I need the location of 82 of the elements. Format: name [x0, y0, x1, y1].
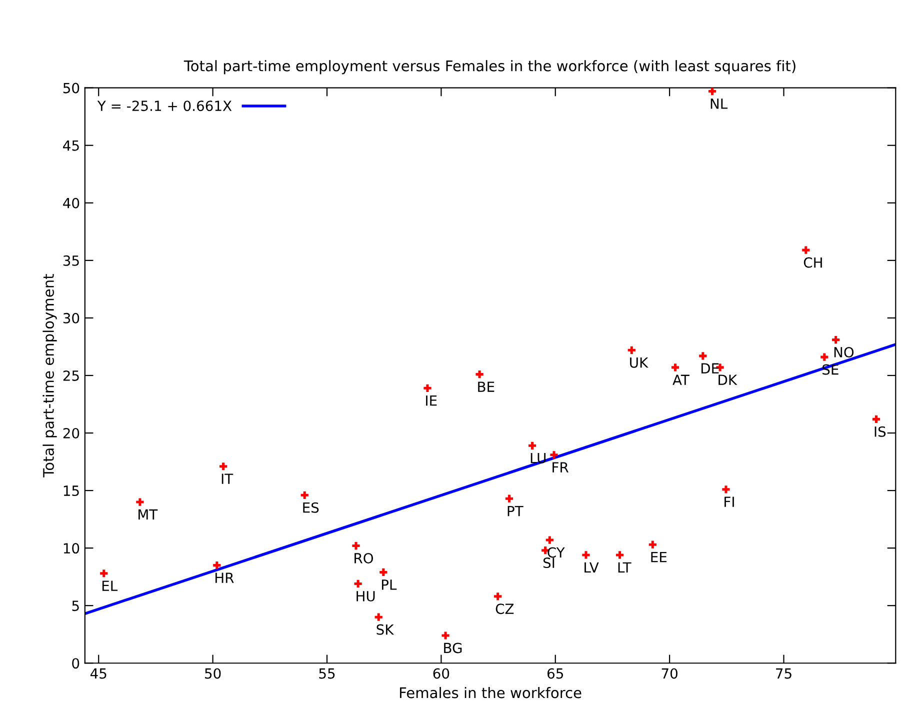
legend-label: Y = -25.1 + 0.661X	[97, 100, 232, 112]
point	[628, 346, 636, 354]
point	[136, 498, 144, 506]
y-tick-label: 15	[64, 486, 79, 496]
y-tick-label: 25	[63, 370, 79, 381]
annotation: LT	[618, 562, 632, 572]
y-tick-label: 0	[72, 658, 80, 669]
point	[616, 551, 624, 559]
annotation: IE	[426, 396, 437, 406]
y-tick-label: 50	[63, 82, 80, 94]
annotation: SK	[376, 624, 394, 635]
point	[550, 451, 558, 459]
point	[648, 540, 656, 548]
x-tick-label: 60	[433, 668, 450, 679]
y-tick-label: 30	[63, 312, 80, 324]
point	[213, 562, 221, 570]
x-tick-label: 55	[319, 668, 335, 679]
point	[546, 536, 554, 544]
annotation: PT	[508, 506, 524, 516]
point	[374, 613, 382, 621]
chart-title: Total part-time employment versus Females in the workforce (with least squares fit)	[184, 60, 796, 74]
point	[802, 246, 810, 254]
annotation: CH	[804, 257, 822, 268]
x-tick-label: 70	[662, 668, 678, 679]
annotation: ES	[303, 502, 319, 513]
annotation: FI	[724, 496, 734, 507]
point	[494, 592, 502, 600]
y-tick-label: 10	[64, 543, 80, 554]
point	[872, 415, 880, 424]
x-tick-label: 50	[205, 668, 221, 679]
annotation: PL	[382, 580, 397, 590]
point	[582, 551, 590, 559]
x-tick-label: 45	[90, 668, 106, 679]
annotation: SE	[822, 364, 838, 375]
point	[220, 462, 228, 470]
point	[699, 352, 707, 360]
point	[708, 88, 716, 96]
y-axis-title: Total part-time employment	[42, 274, 57, 478]
point	[442, 632, 450, 640]
annotation: RO	[354, 552, 374, 564]
annotation: LU	[530, 453, 546, 464]
annotation: HR	[215, 572, 234, 583]
point	[476, 370, 484, 378]
annotation: BE	[478, 382, 494, 392]
point	[832, 336, 840, 344]
annotation: CY	[548, 547, 565, 558]
annotation: LV	[584, 562, 599, 572]
annotation: DK	[718, 374, 738, 385]
annotation: NL	[710, 98, 728, 109]
annotation: IS	[874, 426, 886, 437]
point	[100, 570, 108, 578]
y-tick-label: 5	[72, 600, 79, 612]
annotation: BG	[444, 642, 462, 654]
point	[528, 442, 536, 450]
annotation: IT	[222, 474, 234, 484]
point	[424, 384, 432, 392]
annotation: SI	[543, 558, 554, 568]
point	[300, 491, 308, 499]
annotation: HU	[356, 591, 375, 602]
point	[354, 580, 362, 588]
point	[820, 353, 828, 361]
point	[722, 486, 730, 494]
annotation: NO	[834, 347, 854, 358]
point	[671, 364, 680, 372]
point	[505, 494, 514, 502]
annotation: FR	[552, 462, 568, 472]
annotation: DE	[701, 363, 719, 374]
annotation: AT	[672, 374, 690, 385]
x-tick-label: 75	[776, 668, 792, 679]
annotation: MT	[138, 509, 158, 520]
annotation: EL	[102, 580, 118, 591]
point	[352, 542, 360, 550]
x-tick-label: 65	[548, 668, 563, 679]
y-tick-label: 35	[63, 255, 79, 266]
y-tick-label: 40	[63, 198, 80, 208]
annotation: EE	[651, 552, 667, 562]
y-tick-label: 20	[63, 428, 80, 438]
y-tick-label: 45	[63, 140, 79, 151]
point	[380, 568, 388, 576]
annotation: CZ	[496, 604, 514, 614]
annotation: UK	[630, 358, 648, 368]
x-axis-title: Females in the workforce	[400, 686, 582, 698]
